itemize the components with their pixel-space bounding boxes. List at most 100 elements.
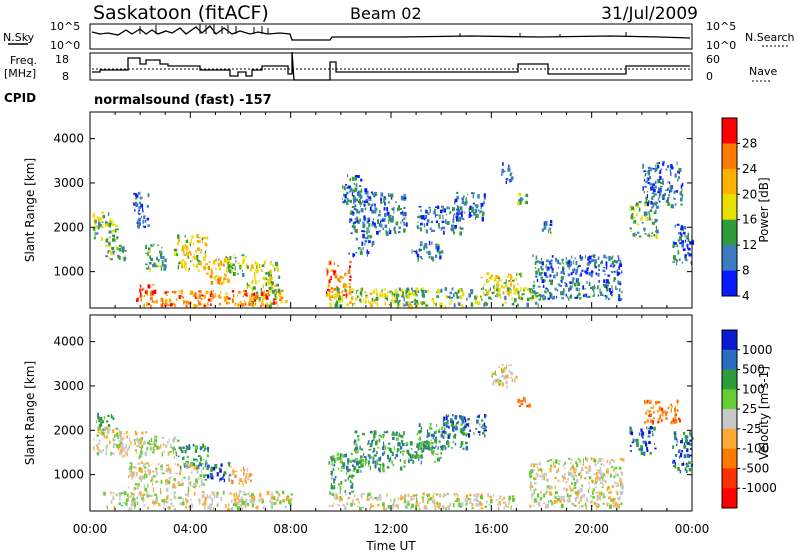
velocity-echo-cell: [440, 452, 442, 455]
velocity-echo-cell: [273, 496, 276, 501]
velocity-echo-cell: [613, 475, 616, 479]
velocity-echo-cell: [103, 435, 106, 439]
power-echo-region: [132, 191, 150, 229]
velocity-echo-cell: [201, 491, 204, 493]
power-echo-cell: [151, 284, 155, 286]
power-echo-cell: [335, 301, 337, 305]
velocity-echo-cell: [173, 456, 176, 459]
power-echo-cell: [110, 220, 114, 223]
power-echo-cell: [254, 268, 256, 272]
power-echo-cell: [353, 225, 356, 230]
power-echo-cell: [365, 200, 369, 203]
power-colorbar-tick-label: 4: [742, 289, 750, 303]
power-echo-cell: [346, 191, 349, 195]
velocity-echo-cell: [350, 452, 353, 456]
velocity-echo-cell: [129, 473, 133, 477]
power-echo-cell: [424, 302, 427, 306]
power-echo-cell: [461, 304, 464, 308]
power-echo-cell: [442, 214, 444, 220]
power-echo-cell: [174, 253, 177, 256]
power-echo-cell: [351, 176, 354, 181]
velocity-echo-cell: [602, 483, 605, 486]
velocity-echo-cell: [651, 427, 653, 430]
velocity-echo-cell: [676, 401, 678, 406]
velocity-echo-cell: [529, 487, 532, 491]
velocity-echo-cell: [163, 501, 166, 505]
power-echo-cell: [433, 210, 436, 215]
velocity-echo-cell: [649, 451, 652, 455]
power-echo-cell: [358, 220, 360, 225]
velocity-echo-cell: [213, 492, 215, 496]
power-echo-cell: [426, 251, 429, 254]
velocity-echo-cell: [100, 430, 103, 433]
power-echo-cell: [503, 286, 506, 289]
power-echo-cell: [271, 302, 273, 305]
velocity-echo-cell: [98, 439, 101, 442]
velocity-echo-cell: [246, 472, 248, 477]
velocity-echo-cell: [586, 499, 589, 503]
velocity-xtick-label: 04:00: [173, 522, 208, 536]
velocity-echo-cell: [109, 440, 111, 444]
velocity-echo-cell: [167, 482, 170, 485]
velocity-echo-cell: [421, 450, 424, 453]
power-echo-cell: [650, 235, 653, 238]
velocity-echo-cell: [151, 443, 155, 445]
velocity-echo-cell: [256, 505, 259, 510]
power-echo-cell: [330, 287, 333, 290]
power-echo-cell: [215, 258, 217, 262]
power-echo-cell: [632, 232, 636, 237]
power-echo-cell: [460, 212, 463, 215]
power-echo-cell: [255, 280, 257, 285]
power-echo-cell: [258, 264, 261, 268]
velocity-echo-cell: [197, 477, 200, 480]
velocity-echo-cell: [216, 504, 219, 507]
power-echo-cell: [644, 174, 646, 177]
power-echo-cell: [373, 222, 376, 227]
power-echo-cell: [405, 301, 409, 306]
velocity-echo-cell: [335, 493, 338, 496]
velocity-echo-cell: [629, 450, 632, 452]
power-echo-cell: [274, 293, 277, 298]
velocity-echo-cell: [99, 417, 101, 420]
velocity-echo-cell: [689, 439, 692, 442]
power-echo-cell: [480, 295, 482, 298]
power-echo-cell: [448, 302, 452, 305]
velocity-echo-cell: [118, 492, 121, 497]
power-echo-cell: [673, 242, 677, 245]
velocity-echo-cell: [595, 481, 598, 484]
power-echo-cell: [506, 287, 510, 290]
velocity-echo-cell: [551, 501, 554, 506]
velocity-echo-cell: [476, 419, 479, 424]
power-echo-cell: [425, 244, 427, 249]
power-echo-region: [480, 272, 523, 298]
power-echo-cell: [168, 298, 172, 303]
power-echo-cell: [592, 254, 596, 259]
power-echo-cell: [246, 285, 248, 289]
velocity-echo-cell: [592, 488, 595, 492]
power-echo-cell: [94, 224, 97, 229]
power-echo-cell: [223, 277, 226, 280]
power-echo-cell: [509, 173, 512, 177]
velocity-echo-cell: [141, 497, 144, 500]
power-echo-cell: [652, 167, 655, 170]
velocity-echo-cell: [471, 503, 474, 507]
power-echo-cell: [629, 205, 632, 209]
power-echo-cell: [240, 264, 243, 269]
power-echo-cell: [635, 202, 639, 206]
power-echo-cell: [481, 288, 483, 290]
velocity-echo-cell: [601, 486, 604, 488]
power-echo-cell: [594, 254, 596, 257]
velocity-echo-cell: [238, 478, 241, 481]
velocity-echo-cell: [573, 482, 577, 487]
power-echo-cell: [374, 191, 377, 196]
velocity-echo-cell: [617, 504, 620, 509]
power-echo-cell: [353, 224, 355, 227]
velocity-echo-cell: [653, 411, 655, 414]
power-echo-cell: [678, 168, 682, 172]
velocity-echo-cell: [510, 505, 512, 510]
power-echo-cell: [517, 283, 519, 285]
velocity-echo-cell: [410, 455, 413, 460]
velocity-echo-cell: [355, 441, 357, 444]
power-echo-cell: [638, 207, 641, 212]
velocity-echo-cell: [481, 502, 483, 506]
